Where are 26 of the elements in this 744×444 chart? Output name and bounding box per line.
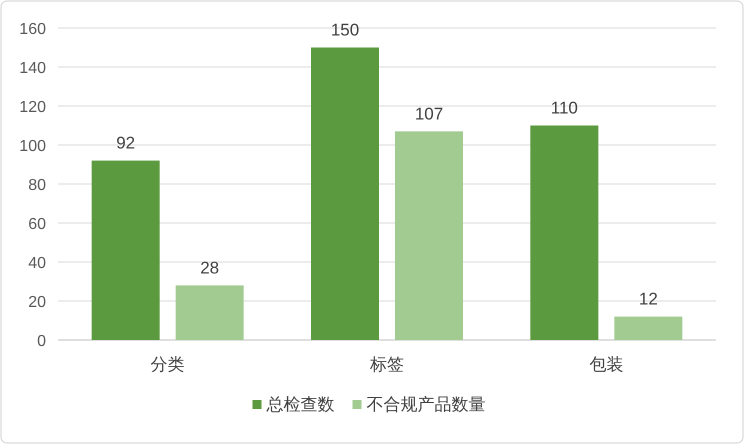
legend-label: 不合规产品数量 [366,395,486,414]
bar [530,126,598,340]
bar [395,131,463,340]
data-label: 107 [414,104,444,124]
y-tick-label: 140 [19,60,46,77]
x-tick-label: 标签 [369,355,404,374]
y-tick-label: 40 [28,255,46,272]
data-label: 92 [116,134,136,153]
y-tick-label: 80 [28,177,46,194]
legend-label: 总检查数 [266,395,334,414]
x-tick-label: 包装 [589,355,624,374]
y-tick-label: 0 [37,333,46,350]
y-tick-label: 160 [19,21,46,38]
bar [92,160,160,340]
data-label: 150 [330,20,360,40]
data-label: 28 [200,258,220,278]
y-tick-label: 100 [19,138,46,155]
data-label: 12 [638,290,658,309]
y-tick-label: 20 [28,294,46,311]
y-tick-label: 60 [28,216,46,233]
bar [311,48,379,340]
bar [614,316,682,340]
y-tick-label: 120 [19,99,46,116]
x-tick-label: 分类 [150,355,185,374]
bar [176,285,244,340]
data-label: 110 [550,98,578,118]
